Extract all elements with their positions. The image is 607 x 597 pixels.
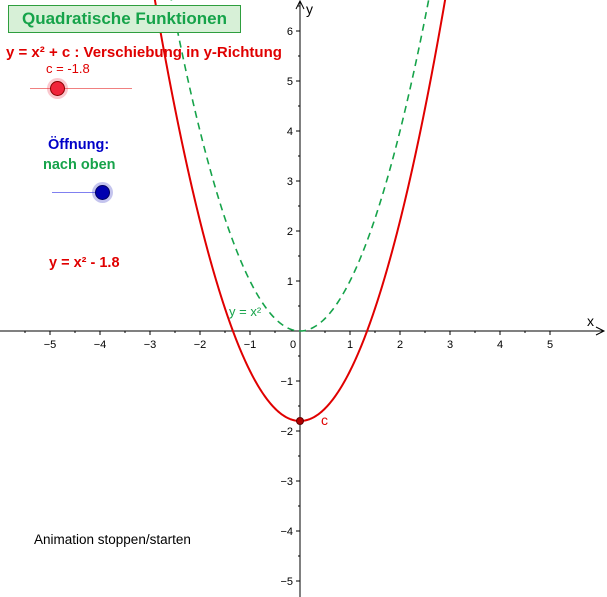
title-box: Quadratische Funktionen (8, 5, 241, 33)
x-tick-label: −4 (94, 339, 107, 351)
y-tick-label: 2 (287, 226, 293, 238)
headline-text: y = x² + c : Verschiebung in y-Richtung (6, 44, 282, 61)
vertex-point-label: c (321, 412, 328, 428)
title-text: Quadratische Funktionen (22, 9, 227, 28)
axis-ticks: −5 −4 −3 −2 −1 0 1 2 3 4 5 6 5 4 3 2 1 −1 −2 −3 −4 −5 (24, 5, 553, 588)
oeffnung-label: Öffnung: (48, 137, 110, 153)
slider-c-label: c = -1.8 (46, 61, 90, 76)
slider-c[interactable] (30, 80, 132, 98)
x-tick-label: −1 (244, 339, 257, 351)
x-tick-label: 5 (547, 339, 553, 351)
base-parabola-curve (170, 0, 430, 332)
y-tick-label: −2 (280, 426, 293, 438)
x-tick-label: 2 (397, 339, 403, 351)
y-tick-label: 5 (287, 76, 293, 88)
y-tick-label: −1 (280, 376, 293, 388)
animation-toggle-button[interactable]: Animation stoppen/starten (34, 532, 191, 547)
base-parabola-label: y = x² (229, 304, 262, 319)
x-tick-label: −3 (144, 339, 157, 351)
y-tick-label: 4 (287, 126, 293, 138)
oeffnung-value: nach oben (43, 157, 116, 173)
x-axis-arrow (595, 326, 606, 336)
slider-oeffnung-track[interactable] (52, 192, 110, 193)
y-tick-label: −3 (280, 476, 293, 488)
x-tick-label: −5 (44, 339, 57, 351)
slider-oeffnung-handle[interactable] (95, 185, 110, 200)
x-tick-label: 1 (347, 339, 353, 351)
slider-c-track[interactable] (30, 88, 132, 89)
y-tick-label: −5 (280, 576, 293, 588)
x-tick-label: 4 (497, 339, 503, 351)
y-tick-label: 3 (287, 176, 293, 188)
x-tick-label: 0 (290, 339, 296, 351)
y-tick-label: 6 (287, 26, 293, 38)
y-tick-label: −4 (280, 526, 293, 538)
slider-c-handle[interactable] (50, 81, 65, 96)
x-tick-label: −2 (194, 339, 207, 351)
current-function-text: y = x² - 1.8 (49, 255, 120, 271)
x-axis-label: x (587, 313, 594, 329)
y-axis-arrow (295, 0, 305, 10)
x-tick-label: 3 (447, 339, 453, 351)
y-axis-label: y (306, 1, 313, 17)
slider-oeffnung[interactable] (52, 184, 110, 202)
vertex-point[interactable] (296, 417, 304, 425)
y-tick-label: 1 (287, 276, 293, 288)
